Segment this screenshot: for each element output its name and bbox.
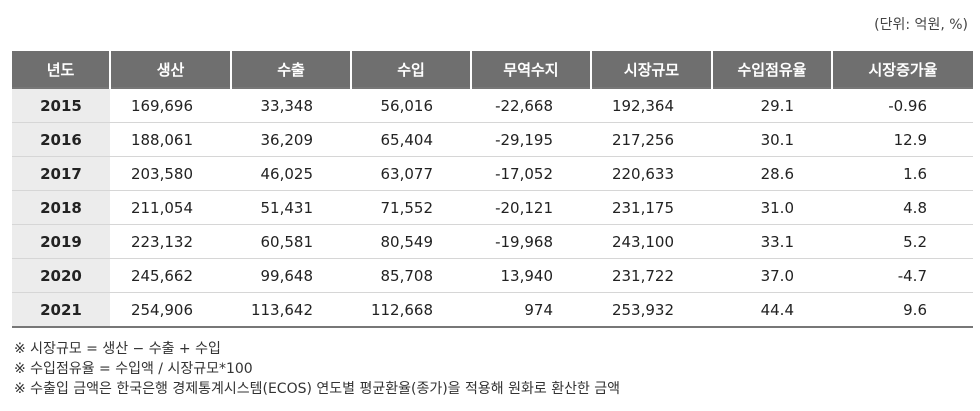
value-cell: 5.2: [832, 224, 973, 259]
value-cell: 203,580: [110, 156, 231, 191]
footnote: ※ 수출입 금액은 한국은행 경제통계시스템(ECOS) 연도별 평균환율(종가…: [14, 381, 621, 397]
header-year: 년도: [12, 51, 110, 88]
table-row: 2015 169,696 33,348 56,016 -22,668 192,364 29.…: [12, 87, 973, 123]
value-cell: 99,648: [231, 258, 351, 293]
value-cell: 13,940: [471, 258, 591, 293]
footnotes: ※ 시장규모 = 생산 − 수출 + 수입 ※ 수입점유율 = 수입액 / 시장…: [14, 339, 620, 399]
header-production: 생산: [109, 51, 231, 88]
value-cell: 46,025: [231, 156, 351, 191]
table-row: 2016 188,061 36,209 65,404 -29,195 217,256 30.…: [12, 122, 973, 157]
value-cell: 36,209: [231, 122, 351, 157]
value-cell: 1.6: [832, 156, 973, 191]
value-cell: 113,642: [231, 292, 351, 328]
year-cell: 2015: [12, 87, 110, 123]
value-cell: 33.1: [712, 224, 832, 259]
value-cell: 254,906: [110, 292, 231, 328]
header-export: 수출: [230, 51, 351, 88]
value-cell: 65,404: [351, 122, 471, 157]
value-cell: -20,121: [471, 190, 591, 225]
table-row: 2018 211,054 51,431 71,552 -20,121 231,175 31.…: [12, 190, 973, 225]
value-cell: 112,668: [351, 292, 471, 328]
value-cell: 217,256: [591, 122, 712, 157]
table-header-row: 년도 생산 수출 수입 무역수지 시장규모 수입점유율 시장증가율: [12, 51, 973, 88]
value-cell: 192,364: [591, 87, 712, 123]
value-cell: -22,668: [471, 87, 591, 123]
value-cell: 223,132: [110, 224, 231, 259]
value-cell: -17,052: [471, 156, 591, 191]
value-cell: 56,016: [351, 87, 471, 123]
value-cell: -4.7: [832, 258, 973, 293]
year-cell: 2018: [12, 190, 110, 225]
value-cell: 29.1: [712, 87, 832, 123]
unit-label: (단위: 억원, %): [874, 17, 968, 33]
data-table: 년도 생산 수출 수입 무역수지 시장규모 수입점유율 시장증가율 2015 16…: [12, 51, 973, 328]
year-cell: 2017: [12, 156, 110, 191]
value-cell: 51,431: [231, 190, 351, 225]
value-cell: 44.4: [712, 292, 832, 328]
value-cell: 60,581: [231, 224, 351, 259]
year-cell: 2016: [12, 122, 110, 157]
value-cell: 211,054: [110, 190, 231, 225]
header-market-size: 시장규모: [590, 51, 712, 88]
value-cell: 245,662: [110, 258, 231, 293]
value-cell: 71,552: [351, 190, 471, 225]
value-cell: 9.6: [832, 292, 973, 328]
year-cell: 2019: [12, 224, 110, 259]
header-market-growth: 시장증가율: [831, 51, 973, 88]
value-cell: -29,195: [471, 122, 591, 157]
header-import-share: 수입점유율: [711, 51, 832, 88]
value-cell: 4.8: [832, 190, 973, 225]
value-cell: 188,061: [110, 122, 231, 157]
value-cell: 169,696: [110, 87, 231, 123]
year-cell: 2020: [12, 258, 110, 293]
value-cell: 33,348: [231, 87, 351, 123]
value-cell: 231,175: [591, 190, 712, 225]
table-row: 2017 203,580 46,025 63,077 -17,052 220,633 28.…: [12, 156, 973, 191]
table-row: 2019 223,132 60,581 80,549 -19,968 243,100 33.…: [12, 224, 973, 259]
value-cell: 30.1: [712, 122, 832, 157]
value-cell: 80,549: [351, 224, 471, 259]
value-cell: 974: [471, 292, 591, 328]
footnote: ※ 시장규모 = 생산 − 수출 + 수입: [14, 341, 221, 357]
table-row: 2020 245,662 99,648 85,708 13,940 231,722 37.0…: [12, 258, 973, 293]
value-cell: 12.9: [832, 122, 973, 157]
value-cell: 231,722: [591, 258, 712, 293]
value-cell: 253,932: [591, 292, 712, 328]
value-cell: 85,708: [351, 258, 471, 293]
value-cell: -0.96: [832, 87, 973, 123]
value-cell: 28.6: [712, 156, 832, 191]
value-cell: 31.0: [712, 190, 832, 225]
header-import: 수입: [350, 51, 471, 88]
value-cell: 243,100: [591, 224, 712, 259]
table-row: 2021 254,906 113,642 112,668 974 253,932 44.4 9…: [12, 292, 973, 328]
value-cell: 37.0: [712, 258, 832, 293]
header-trade-balance: 무역수지: [470, 51, 591, 88]
footnote: ※ 수입점유율 = 수입액 / 시장규모*100: [14, 361, 253, 377]
value-cell: 63,077: [351, 156, 471, 191]
value-cell: 220,633: [591, 156, 712, 191]
year-cell: 2021: [12, 292, 110, 328]
value-cell: -19,968: [471, 224, 591, 259]
